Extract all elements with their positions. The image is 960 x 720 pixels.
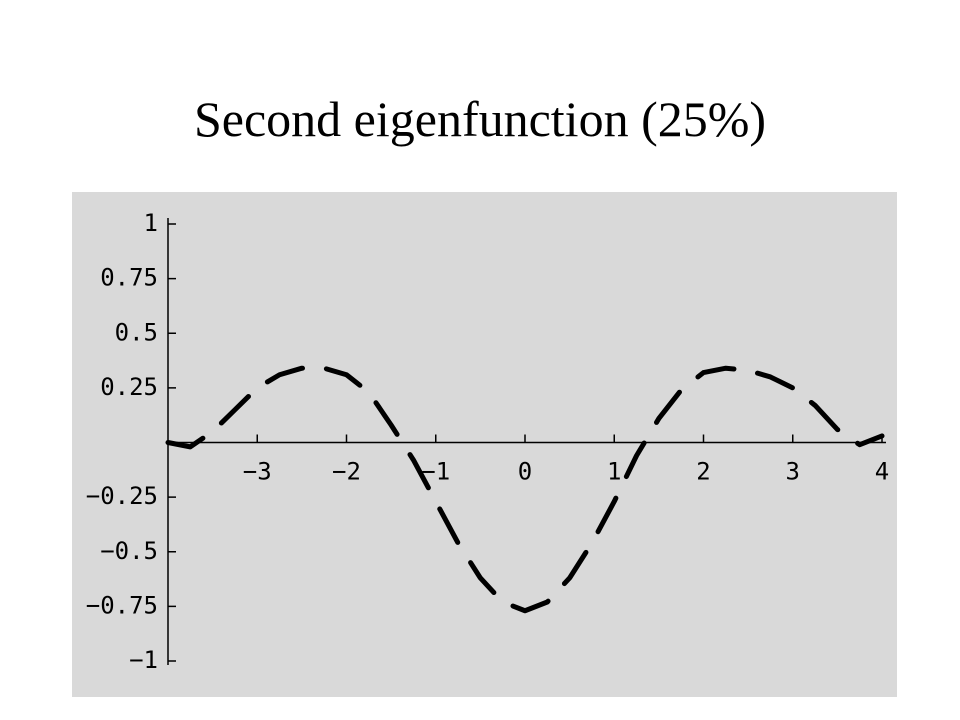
x-tick-label: −3 <box>243 458 272 486</box>
y-tick-label: −0.5 <box>100 537 158 565</box>
x-tick-label: 1 <box>607 458 621 486</box>
y-tick-label: −1 <box>129 646 158 674</box>
x-tick-label: 0 <box>518 458 532 486</box>
y-tick-label: 0.5 <box>115 318 158 346</box>
data-line <box>165 365 885 614</box>
y-tick-label: 0.75 <box>100 264 158 292</box>
x-tick-label: 3 <box>786 458 800 486</box>
plot-background <box>72 192 897 697</box>
x-tick-label: 2 <box>696 458 710 486</box>
x-tick-label: −2 <box>332 458 361 486</box>
slide-title: Second eigenfunction (25%) <box>193 91 767 147</box>
y-tick-label: −0.75 <box>86 591 158 619</box>
x-tick-label: 4 <box>875 458 889 486</box>
y-tick-label: −0.25 <box>86 482 158 510</box>
y-tick-label: 0.25 <box>100 373 158 401</box>
y-tick-label: 1 <box>144 209 158 237</box>
